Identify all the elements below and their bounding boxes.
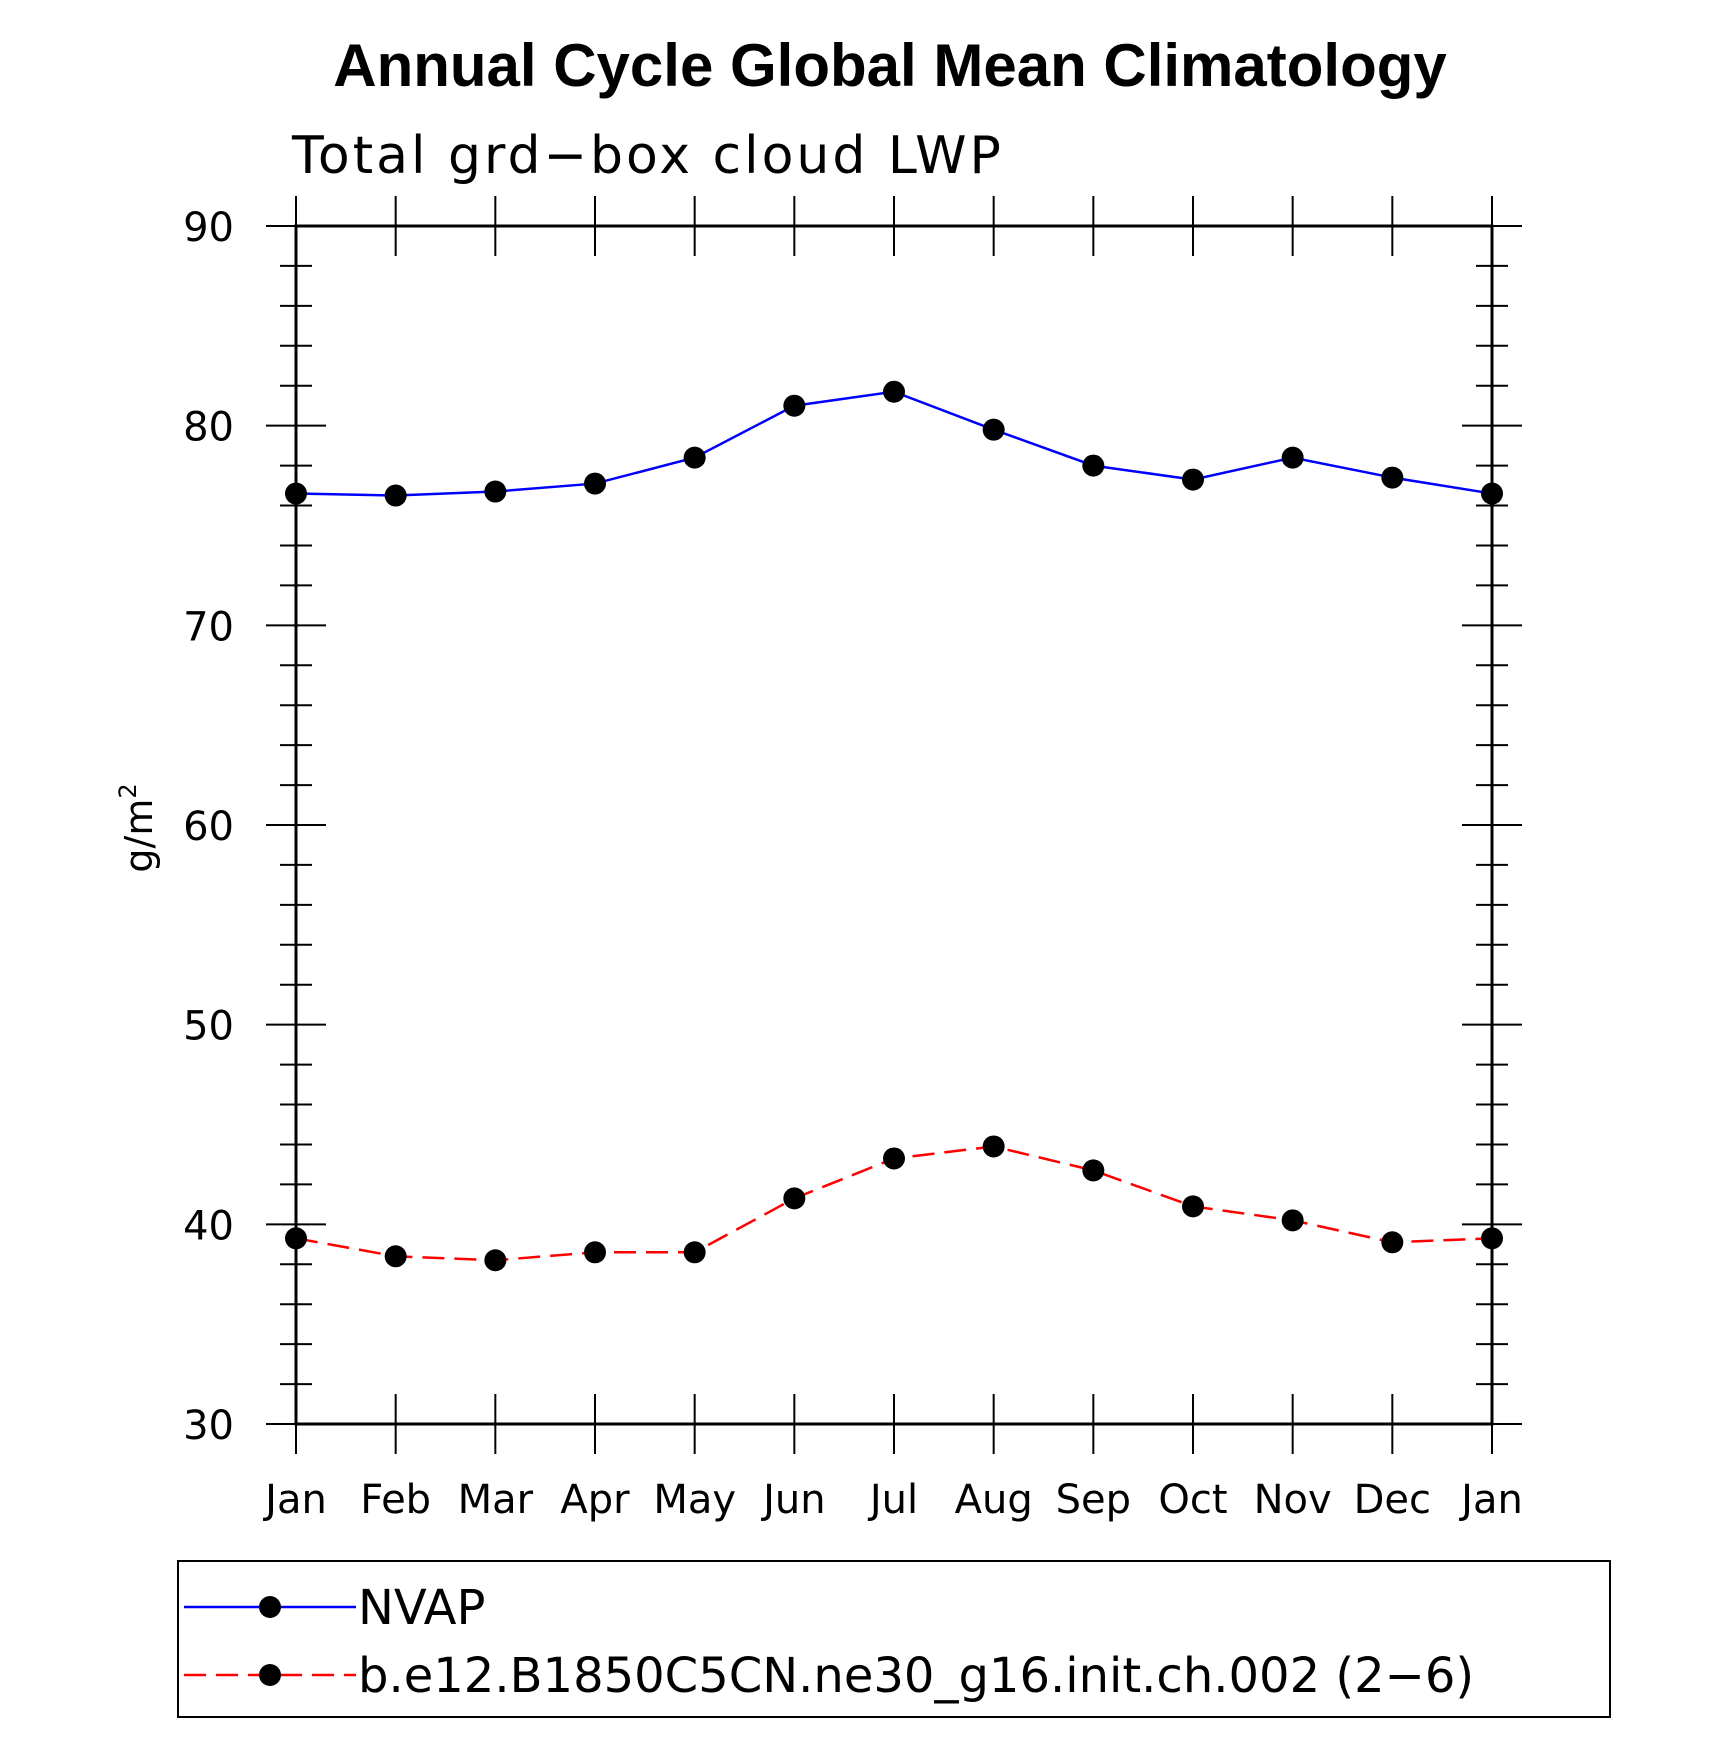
data-point xyxy=(285,1227,307,1250)
legend-label: b.e12.B1850C5CN.ne30_g16.init.ch.002 (2−… xyxy=(358,1648,1474,1704)
svg-text:g/m2: g/m2 xyxy=(114,783,161,872)
x-tick-label: Dec xyxy=(1354,1477,1431,1523)
y-tick-label: 60 xyxy=(183,804,234,850)
data-point xyxy=(1381,466,1404,489)
data-point xyxy=(584,472,606,495)
series-2 xyxy=(285,1135,1503,1272)
data-point xyxy=(1182,1195,1204,1218)
data-point xyxy=(484,1249,507,1272)
series-line xyxy=(295,390,1493,497)
y-tick-label: 70 xyxy=(183,604,234,650)
x-tick-label: Apr xyxy=(560,1477,630,1523)
data-point xyxy=(484,480,507,503)
data-point xyxy=(683,1241,706,1264)
data-point xyxy=(384,1245,407,1268)
data-point xyxy=(982,1135,1005,1158)
x-tick-label: Jun xyxy=(760,1477,826,1523)
data-point xyxy=(783,1187,806,1210)
x-tick-label: Aug xyxy=(955,1477,1033,1523)
data-point xyxy=(683,446,706,469)
x-tick-label: Feb xyxy=(360,1477,431,1523)
data-point xyxy=(584,1241,606,1264)
data-point xyxy=(1481,1227,1503,1250)
data-point xyxy=(1082,454,1105,477)
legend-box xyxy=(177,1560,1611,1718)
data-point xyxy=(1281,446,1304,469)
data-point xyxy=(883,380,905,403)
data-point xyxy=(1281,1209,1304,1232)
legend: NVAP b.e12.B1850C5CN.ne30_g16.init.ch.002… xyxy=(177,1560,1611,1718)
y-tick-label: 90 xyxy=(183,205,234,251)
legend-marker xyxy=(259,1596,281,1618)
y-tick-label: 40 xyxy=(183,1203,234,1249)
series xyxy=(285,380,1503,1272)
y-axis-label-text: g/m xyxy=(117,799,161,873)
x-tick-label: Nov xyxy=(1254,1477,1332,1523)
y-tick-label: 30 xyxy=(183,1403,234,1449)
y-tick-label: 50 xyxy=(183,1004,234,1050)
axes: 30 40 50 60 70 80 90 Jan Feb Mar Apr May Jun Jul Aug Se… xyxy=(183,196,1523,1523)
data-point xyxy=(285,482,307,505)
data-point xyxy=(1381,1231,1404,1254)
data-point xyxy=(1082,1159,1105,1182)
x-tick-label: Oct xyxy=(1158,1477,1227,1523)
plot-frame xyxy=(294,224,1494,1426)
x-tick-label: Jul xyxy=(867,1477,918,1523)
data-point xyxy=(384,484,407,507)
data-point xyxy=(982,418,1005,441)
data-point xyxy=(783,394,806,417)
x-tick-label: Mar xyxy=(458,1477,534,1523)
legend-marker xyxy=(259,1664,281,1686)
y-axis-label-superscript: 2 xyxy=(114,783,142,798)
x-tick-label: Jan xyxy=(1458,1477,1523,1523)
data-point xyxy=(883,1147,905,1170)
series-1 xyxy=(285,380,1503,507)
y-axis-label: g/m2 xyxy=(114,783,161,872)
data-point xyxy=(1182,468,1204,491)
x-tick-label: Jan xyxy=(262,1477,327,1523)
data-point xyxy=(1481,482,1503,505)
x-tick-label: Sep xyxy=(1056,1477,1131,1523)
y-tick-label: 80 xyxy=(183,405,234,451)
chart-title: Annual Cycle Global Mean Climatology xyxy=(333,32,1447,99)
chart-subtitle: Total grd−box cloud LWP xyxy=(291,126,1004,186)
x-tick-label: May xyxy=(653,1477,736,1523)
legend-label: NVAP xyxy=(358,1580,485,1636)
